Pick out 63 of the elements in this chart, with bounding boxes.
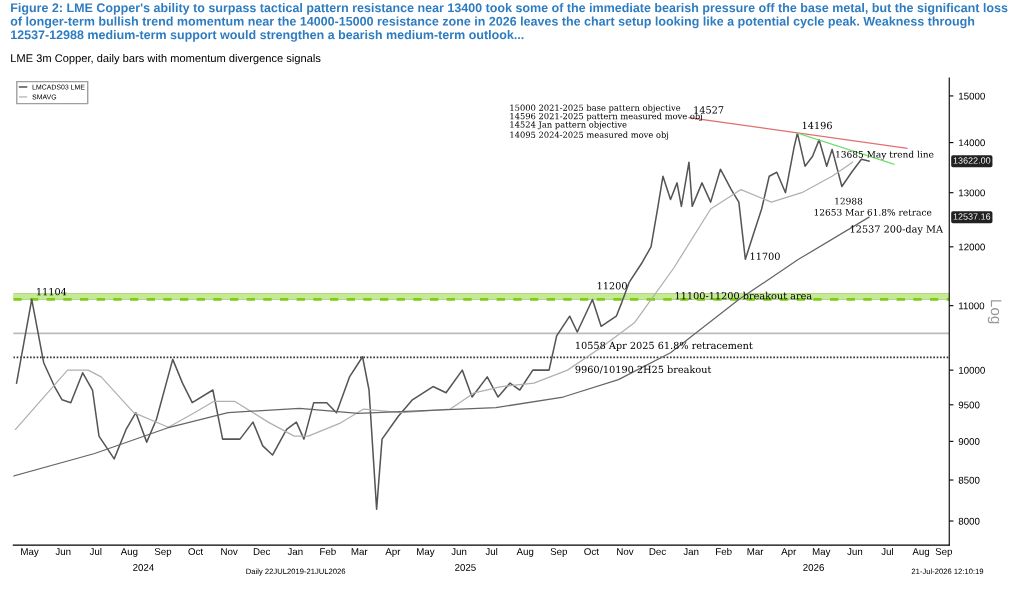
x-tick-label: Feb bbox=[716, 547, 732, 556]
y-tick-label: 11000 bbox=[959, 302, 985, 310]
x-tick-label: Aug bbox=[912, 548, 930, 557]
x-tick-label: Jul bbox=[89, 547, 102, 556]
band-label: 11100-11200 breakout area bbox=[675, 291, 812, 300]
x-tick-label: Aug bbox=[120, 548, 138, 557]
x-tick-label: Aug bbox=[516, 548, 534, 557]
annotation: 14596 2021-2025 pattern measured move obj bbox=[510, 112, 702, 121]
x-tick-label: May bbox=[812, 548, 831, 557]
chart-subtitle: LME 3m Copper, daily bars with momentum divergence signals bbox=[11, 53, 321, 65]
y-tick-label: 12000 bbox=[959, 243, 985, 251]
y-tick-label: 13000 bbox=[959, 189, 985, 197]
y-tick-label: 14000 bbox=[959, 139, 985, 147]
x-tick-label: Dec bbox=[649, 548, 666, 556]
x-tick-label: Dec bbox=[253, 548, 271, 556]
y-tick-label: 9000 bbox=[958, 438, 980, 445]
y-tick-label: 10000 bbox=[959, 366, 985, 374]
text: 2024 bbox=[133, 564, 154, 571]
y-tick-label: 15000 bbox=[959, 92, 985, 100]
text: 13622.00 bbox=[953, 157, 991, 164]
x-tick-label: Apr bbox=[781, 548, 797, 557]
x-tick-label: Jun bbox=[55, 548, 71, 556]
x-tick-label: Jan bbox=[287, 548, 303, 556]
annotation: 11200 bbox=[597, 282, 627, 290]
y-axis-title: Log bbox=[987, 300, 1002, 324]
y-tick-label: 9500 bbox=[958, 401, 980, 409]
annotation: 14095 2024-2025 measured move obj bbox=[510, 131, 669, 140]
annotation: 11104 bbox=[37, 287, 67, 296]
annotation: 12653 Mar 61.8% retrace bbox=[814, 208, 932, 216]
text: 2026 bbox=[803, 564, 824, 571]
x-tick-label: May bbox=[417, 548, 435, 557]
x-tick-label: Jun bbox=[451, 548, 467, 556]
text: 2025 bbox=[455, 564, 476, 571]
x-tick-label: Feb bbox=[320, 547, 336, 556]
x-tick-label: Sep bbox=[154, 548, 172, 557]
y-tick-label: 8500 bbox=[958, 476, 980, 484]
y-tick-label: 8000 bbox=[958, 517, 980, 525]
x-tick-label: Nov bbox=[221, 548, 238, 556]
x-tick-label: Jun bbox=[847, 548, 863, 556]
chart-title: Figure 2: LME Copper's ability to surpass tactical pattern resistance near 13400 took some of the immediate bearish pressure off the base metal, but the significant loss of longer-term bullish trend momentum near the 14000-15000 resistance zone in 2026 leaves the chart setup looking like a potential cycle peak. Weakness through 12537-12988 medium-term support would strengthen a bearish medium-term outlook... bbox=[10, 3, 1008, 42]
ref-line-label: 10558 Apr 2025 61.8% retracement bbox=[576, 341, 753, 351]
annotation: 12537 200-day MA bbox=[850, 225, 944, 235]
annotation: 15000 2021-2025 base pattern objective bbox=[510, 104, 681, 113]
annotation: 11700 bbox=[750, 252, 780, 260]
x-tick-label: Mar bbox=[747, 548, 764, 556]
annotation: 14196 bbox=[802, 121, 832, 130]
text: 12537.16 bbox=[953, 213, 991, 220]
annotation: 13685 May trend line bbox=[836, 150, 934, 160]
x-tick-label: Mar bbox=[351, 548, 368, 556]
annotation: 14527 bbox=[694, 106, 724, 114]
annotation: 14524 Jan pattern objective bbox=[510, 121, 627, 130]
x-tick-label: Jan bbox=[683, 548, 699, 556]
x-tick-label: May bbox=[21, 548, 39, 557]
x-tick-label: Oct bbox=[584, 548, 599, 556]
annotation: 12988 bbox=[835, 197, 863, 205]
x-tick-label: Jul bbox=[881, 547, 893, 556]
x-tick-label: Jul bbox=[485, 547, 498, 556]
x-tick-label: Nov bbox=[617, 548, 634, 556]
ref-line-label: 9960/10190 2H25 breakout bbox=[575, 365, 712, 374]
x-tick-label: Sep bbox=[935, 548, 953, 557]
x-tick-label: Apr bbox=[385, 548, 401, 557]
x-tick-label: Oct bbox=[188, 548, 203, 556]
x-tick-label: Sep bbox=[550, 548, 568, 557]
